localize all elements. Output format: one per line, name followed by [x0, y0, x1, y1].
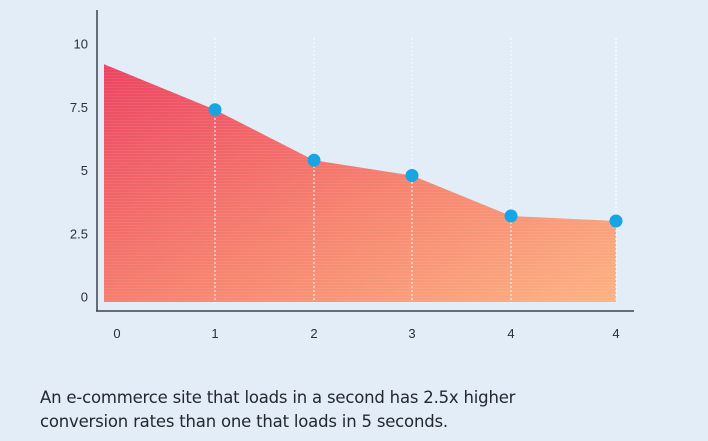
caption-line-2: conversion rates than one that loads in …: [40, 412, 448, 431]
data-point-marker: [504, 209, 518, 223]
y-tick-label: 0: [81, 290, 88, 305]
data-point-marker: [208, 103, 222, 117]
x-tick-label: 1: [211, 326, 218, 341]
x-tick-label: 4: [507, 326, 514, 341]
x-tick-label: 0: [113, 326, 120, 341]
y-tick-label: 7.5: [70, 100, 88, 115]
data-point-marker: [609, 214, 623, 228]
data-point-marker: [307, 153, 321, 167]
axes: [96, 10, 634, 312]
area-texture: [104, 64, 616, 302]
y-tick-label: 5: [81, 163, 88, 178]
area-chart: 0 2.5 5 7.5 10 0 1 2 3 4 4: [70, 10, 634, 341]
x-tick-label: 2: [310, 326, 317, 341]
x-tick-label: 3: [408, 326, 415, 341]
chart-caption: An e-commerce site that loads in a secon…: [40, 386, 680, 434]
x-tick-label: 4: [612, 326, 619, 341]
x-tick-labels: 0 1 2 3 4 4: [113, 326, 619, 341]
caption-line-1: An e-commerce site that loads in a secon…: [40, 388, 516, 407]
data-point-marker: [405, 169, 419, 182]
area-fill: [104, 64, 616, 302]
y-tick-label: 10: [74, 37, 88, 52]
y-tick-labels: 0 2.5 5 7.5 10: [70, 37, 88, 305]
y-tick-label: 2.5: [70, 226, 88, 241]
data-markers: [208, 103, 623, 228]
